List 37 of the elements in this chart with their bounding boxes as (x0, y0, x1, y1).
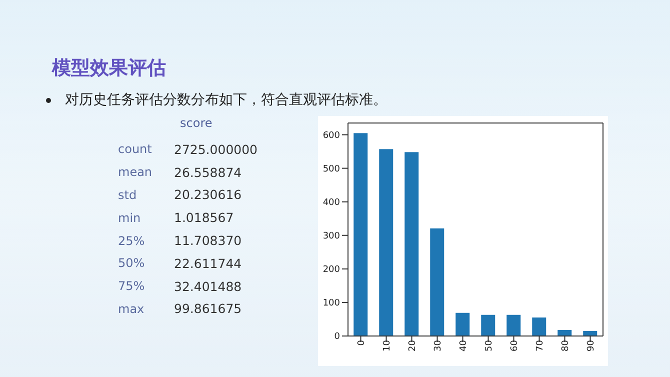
y-tick-label: 100 (322, 298, 340, 309)
x-tick-label: 10 (382, 340, 393, 352)
bar (506, 314, 521, 336)
x-tick-label: 40 (459, 340, 470, 352)
x-tick-label: 20 (408, 340, 418, 352)
bar (430, 228, 444, 336)
bar (456, 312, 470, 336)
text: min 1.018567 (118, 210, 234, 226)
x-tick-label: 90 (586, 340, 597, 352)
bar (404, 152, 419, 336)
text: std 20.230616 (118, 187, 242, 202)
y-tick-label: 0 (334, 332, 340, 342)
x-tick-label: 60 (510, 340, 520, 352)
text: 75% 32.401488 (118, 278, 242, 294)
x-tick-label: 30 (434, 340, 444, 352)
text: score (179, 116, 214, 132)
bar (532, 318, 546, 336)
y-tick-label: 200 (322, 265, 340, 276)
bar (379, 149, 394, 336)
y-tick-label: 500 (322, 164, 340, 174)
text: 模型效果评估 (52, 56, 166, 81)
text: 25% 11.708370 (118, 233, 242, 248)
x-tick-label: 50 (484, 340, 495, 352)
text: count 2725.000000 (118, 142, 258, 157)
y-tick-label: 600 (322, 130, 340, 141)
x-tick-label: 80 (561, 340, 572, 352)
y-tick-label: 400 (322, 198, 340, 208)
text: 对历史任务评估分数分布如下，符合直观评估标准。 (64, 91, 387, 109)
text: max 99.861675 (118, 301, 242, 316)
text: mean 26.558874 (118, 164, 242, 180)
bar (558, 330, 572, 336)
x-tick-label: 70 (536, 340, 546, 352)
bar (354, 133, 368, 336)
text: 50% 22.611744 (118, 256, 242, 271)
y-tick-label: 300 (322, 232, 340, 242)
x-tick-label: 0 (357, 340, 368, 346)
bar (481, 314, 496, 336)
